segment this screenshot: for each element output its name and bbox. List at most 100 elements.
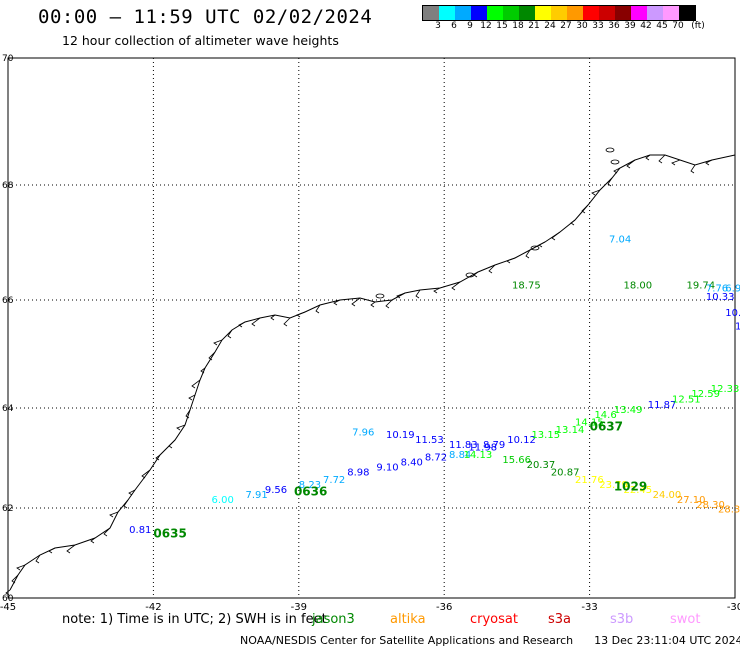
wave-height-value: 8.98 (347, 468, 369, 479)
color-swatch (615, 6, 631, 20)
wave-height-value: 27.10 (677, 495, 706, 506)
wave-height-value: 13.14 (556, 425, 585, 436)
satellite-legend-s3b: s3b (610, 612, 634, 627)
wave-height-value: 13.49 (614, 405, 643, 416)
color-scale-tick: 30 (576, 21, 588, 31)
color-scale-bar (422, 5, 696, 21)
coastal-island (465, 272, 475, 278)
color-scale-tick: 18 (512, 21, 524, 31)
color-swatch (535, 6, 551, 20)
coastal-island (610, 159, 620, 165)
wave-height-value: 13.15 (531, 430, 560, 441)
wave-height-value: 21.76 (575, 475, 604, 486)
coastal-island (375, 293, 385, 299)
color-scale-tick: 12 (480, 21, 492, 31)
wave-height-value: 10.98 (735, 322, 740, 333)
color-scale-tick: 27 (560, 21, 572, 31)
wave-height-value: 12.33 (711, 384, 740, 395)
wave-height-value: 28.30 (718, 505, 740, 516)
latitude-label: 64 (2, 404, 14, 414)
color-swatch (455, 6, 471, 20)
color-swatch (631, 6, 647, 20)
color-scale-tick: 24 (544, 21, 556, 31)
latitude-label: 62 (2, 504, 13, 514)
wave-height-value: 7.04 (609, 235, 631, 246)
color-swatch (567, 6, 583, 20)
coastal-island (605, 147, 615, 153)
wave-height-value: 11.83 (449, 440, 478, 451)
color-scale-tick: 3 (435, 21, 441, 31)
footer-note: note: 1) Time is in UTC; 2) SWH is in fe… (62, 612, 327, 627)
wave-height-value: 11.98 (468, 443, 497, 454)
coastal-island (530, 245, 540, 251)
color-scale-tick: (ft) (691, 21, 705, 31)
wave-height-value: 8.79 (483, 440, 505, 451)
latitude-label: 70 (2, 54, 14, 64)
pass-time-label: 0635 (153, 526, 186, 540)
satellite-legend-s3a: s3a (548, 612, 572, 627)
wave-height-value: 19.74 (687, 281, 716, 292)
generated-timestamp: 13 Dec 23:11:04 UTC 2024 (594, 634, 740, 647)
wave-height-value: 10.28 (725, 308, 740, 319)
color-scale-tick: 42 (640, 21, 652, 31)
color-swatch (503, 6, 519, 20)
color-swatch (439, 6, 455, 20)
color-scale-tick: 45 (656, 21, 668, 31)
color-swatch (519, 6, 535, 20)
color-swatch (599, 6, 615, 20)
color-scale-ticks: 3 6 9 12 15 18 21 24 27 30 33 36 39 42 45 70 (ft) (422, 21, 740, 33)
wave-height-value: 9.56 (265, 485, 287, 496)
pass-time-label: 0637 (590, 420, 623, 434)
wave-height-value: 9.10 (376, 463, 398, 474)
wave-height-value: 20.87 (551, 468, 580, 479)
wave-height-value: 10.19 (386, 430, 415, 441)
satellite-legend-swot: swot (670, 612, 701, 627)
latitude-label: 60 (2, 594, 14, 604)
color-swatch (647, 6, 663, 20)
coastline-fjords (5, 154, 713, 596)
color-swatch (487, 6, 503, 20)
wave-height-value: 10.12 (507, 435, 536, 446)
longitude-label: -39 (291, 602, 307, 613)
wave-height-value: 12.59 (691, 389, 720, 400)
credit-text: NOAA/NESDIS Center for Satellite Applica… (240, 634, 574, 647)
wave-height-value: 8.72 (425, 453, 447, 464)
wave-height-value: 7.96 (352, 428, 374, 439)
wave-height-value: 6.00 (212, 495, 234, 506)
page-title: 00:00 – 11:59 UTC 02/02/2024 (38, 6, 373, 28)
wave-height-value: 18.75 (512, 281, 541, 292)
color-scale-tick: 21 (528, 21, 540, 31)
color-scale-tick: 36 (608, 21, 620, 31)
color-swatch (471, 6, 487, 20)
wave-height-value: 24.00 (653, 490, 682, 501)
longitude-label: -30 (727, 602, 740, 613)
wave-height-value: 7.72 (323, 475, 345, 486)
wave-height-value: 7.91 (245, 490, 267, 501)
color-scale-tick: 15 (496, 21, 508, 31)
color-scale-tick: 6 (451, 21, 457, 31)
wave-height-value: 18.00 (624, 281, 653, 292)
wave-height-value: 28.30 (696, 500, 725, 511)
color-swatch (583, 6, 599, 20)
color-swatch (423, 6, 439, 20)
wave-height-value: 11.87 (648, 400, 677, 411)
color-scale-tick: 33 (592, 21, 604, 31)
satellite-legend-cryosat: cryosat (470, 612, 518, 627)
color-swatch (679, 6, 695, 20)
longitude-label: -45 (0, 602, 16, 613)
pass-time-label: 0636 (294, 485, 327, 499)
wave-height-value: 8.23 (299, 480, 321, 491)
latitude-label: 66 (2, 296, 14, 306)
wave-height-value: 0.81 (129, 525, 151, 536)
wave-height-value: 10.33 (706, 292, 735, 303)
satellite-legend-altika: altika (390, 612, 426, 627)
color-scale-tick: 70 (672, 21, 684, 31)
wave-height-value: 14.6 (594, 410, 616, 421)
color-scale-tick: 39 (624, 21, 636, 31)
greenland-coastline (9, 154, 736, 591)
longitude-label: -42 (145, 602, 161, 613)
satellite-legend-jason3: jason3 (312, 612, 355, 627)
page-subtitle: 12 hour collection of altimeter wave hei… (62, 33, 339, 48)
wave-height-value: 11.53 (415, 435, 444, 446)
